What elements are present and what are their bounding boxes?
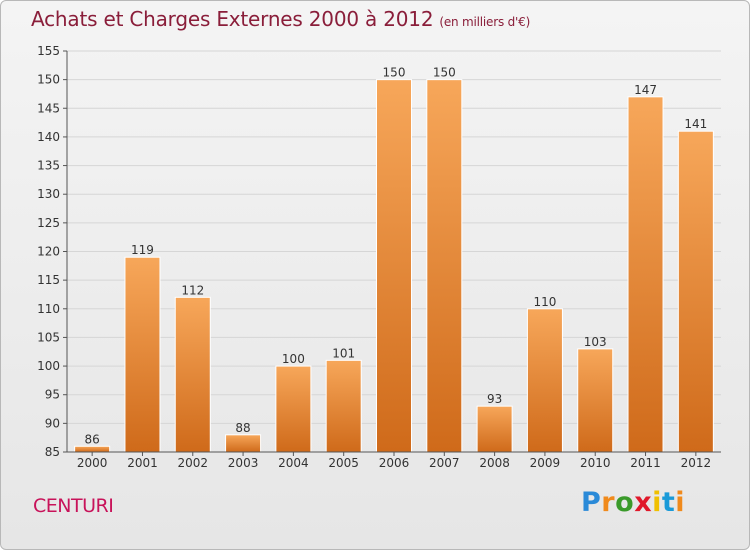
x-tick-label: 2001: [127, 456, 158, 470]
data-label-2009: 110: [533, 295, 556, 309]
data-label-2006: 150: [383, 66, 406, 80]
data-label-2010: 103: [584, 335, 607, 349]
y-tick-label: 135: [37, 159, 60, 173]
bar-2008: [476, 405, 513, 453]
x-tick-label: 2008: [479, 456, 510, 470]
chart-title-text: Achats et Charges Externes 2000 à 2012: [31, 7, 434, 31]
x-tick-label: 2003: [228, 456, 259, 470]
x-tick-label: 2002: [177, 456, 208, 470]
y-tick-label: 115: [37, 273, 60, 287]
chart-subtitle: (en milliers d'€): [439, 15, 531, 29]
data-label-2002: 112: [181, 283, 204, 297]
y-tick-label: 120: [37, 245, 60, 259]
bar-2009: [526, 308, 563, 453]
bar-2012: [677, 130, 714, 453]
axes: 85 90 95 100 105 110 115 120 125 130 135 140 145 150 1…: [37, 44, 721, 470]
data-label-2012: 141: [684, 117, 707, 131]
data-label-2000: 86: [85, 432, 100, 446]
x-tick-label: 2005: [328, 456, 359, 470]
logo-letter: x: [634, 487, 653, 518]
bar-2010: [577, 348, 614, 453]
logo-letter: P: [581, 487, 602, 518]
chart-title: Achats et Charges Externes 2000 à 2012 (e…: [31, 7, 530, 31]
x-tick-label: 2011: [630, 456, 661, 470]
y-tick-label: 155: [37, 44, 60, 58]
y-tick-label: 110: [37, 302, 60, 316]
data-label-2001: 119: [131, 243, 154, 257]
bar-2004: [275, 365, 312, 453]
data-label-2005: 101: [332, 346, 355, 360]
bar-2000: [74, 445, 111, 453]
bar-2003: [225, 434, 262, 453]
x-tick-label: 2004: [278, 456, 309, 470]
y-tick-label: 100: [37, 359, 60, 373]
logo-letter: i: [652, 487, 662, 518]
y-tick-label: 150: [37, 73, 60, 87]
y-tick-label: 145: [37, 101, 60, 115]
proxiti-logo[interactable]: Proxiti: [581, 487, 685, 518]
y-tick-label: 130: [37, 187, 60, 201]
x-tick-label: 2009: [530, 456, 561, 470]
bars: [74, 79, 714, 453]
y-tick-label: 95: [45, 388, 60, 402]
bar-2011: [627, 96, 664, 453]
y-tick-label: 90: [45, 416, 60, 430]
data-labels: 86 119 112 88 100 101 150 150 93 110 103 147 141: [85, 66, 708, 447]
y-tick-label: 105: [37, 330, 60, 344]
data-label-2007: 150: [433, 66, 456, 80]
bar-2005: [325, 359, 362, 453]
y-tick-label: 140: [37, 130, 60, 144]
x-tick-label: 2012: [681, 456, 712, 470]
logo-letter: i: [675, 487, 686, 518]
data-label-2004: 100: [282, 352, 305, 366]
logo-letter: t: [661, 487, 676, 518]
data-label-2011: 147: [634, 83, 657, 97]
logo-letter: o: [615, 487, 635, 518]
data-label-2008: 93: [487, 392, 502, 406]
logo-letter: r: [601, 487, 616, 518]
bar-2001: [124, 256, 161, 453]
y-tick-label: 125: [37, 216, 60, 230]
bar-2007: [426, 79, 463, 453]
bar-2002: [174, 296, 211, 453]
y-tick-label: 85: [45, 445, 60, 459]
x-tick-label: 2007: [429, 456, 460, 470]
bar-2006: [376, 79, 412, 453]
x-tick-label: 2000: [77, 456, 108, 470]
x-tick-label: 2010: [580, 456, 611, 470]
x-tick-label: 2006: [379, 456, 410, 470]
commune-name: CENTURI: [33, 495, 114, 517]
data-label-2003: 88: [235, 421, 250, 435]
